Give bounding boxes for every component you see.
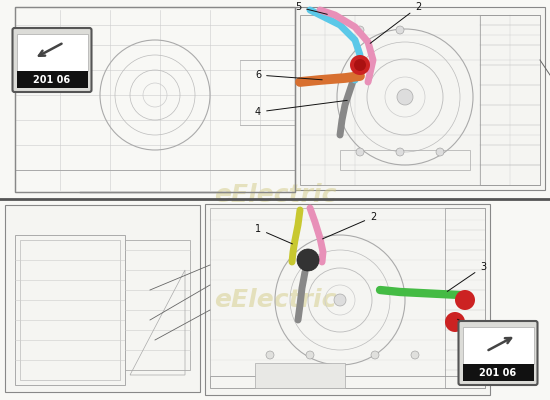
FancyBboxPatch shape bbox=[459, 321, 537, 385]
Bar bbox=[295, 7, 545, 190]
Bar bbox=[340, 150, 470, 170]
Text: 4: 4 bbox=[458, 319, 486, 337]
Bar bbox=[0, 0, 550, 199]
Bar bbox=[205, 204, 490, 395]
Bar bbox=[20, 240, 120, 380]
Circle shape bbox=[266, 351, 274, 359]
Circle shape bbox=[297, 249, 319, 271]
Circle shape bbox=[436, 148, 444, 156]
Bar bbox=[480, 15, 540, 185]
Bar bbox=[0, 199, 550, 400]
Circle shape bbox=[356, 26, 364, 34]
Circle shape bbox=[411, 351, 419, 359]
Bar bbox=[463, 326, 534, 364]
Bar bbox=[445, 208, 485, 388]
Bar bbox=[125, 240, 190, 370]
Bar bbox=[463, 364, 534, 381]
Bar bbox=[5, 205, 200, 392]
Text: 3: 3 bbox=[447, 262, 486, 292]
Bar bbox=[255, 363, 345, 388]
Bar bbox=[240, 60, 295, 125]
Text: eElectric: eElectric bbox=[214, 183, 336, 207]
Text: 201 06: 201 06 bbox=[480, 368, 516, 378]
Text: 6: 6 bbox=[255, 70, 322, 80]
Text: 4: 4 bbox=[255, 100, 347, 117]
Bar bbox=[16, 71, 87, 88]
Circle shape bbox=[354, 59, 366, 71]
Bar bbox=[210, 376, 485, 388]
Circle shape bbox=[445, 312, 465, 332]
Circle shape bbox=[356, 148, 364, 156]
Circle shape bbox=[397, 89, 413, 105]
Bar bbox=[15, 7, 295, 192]
Circle shape bbox=[306, 351, 314, 359]
Text: 2: 2 bbox=[370, 2, 421, 43]
Text: 2: 2 bbox=[322, 212, 376, 239]
Circle shape bbox=[350, 55, 370, 75]
Bar bbox=[15, 7, 295, 192]
Text: 1: 1 bbox=[255, 224, 293, 244]
Text: 5: 5 bbox=[295, 2, 327, 14]
FancyBboxPatch shape bbox=[13, 28, 91, 92]
Text: 201 06: 201 06 bbox=[34, 75, 70, 85]
Circle shape bbox=[371, 351, 379, 359]
Circle shape bbox=[334, 294, 346, 306]
Bar bbox=[15, 235, 125, 385]
Circle shape bbox=[396, 148, 404, 156]
Text: eElectric: eElectric bbox=[214, 288, 336, 312]
Circle shape bbox=[455, 290, 475, 310]
Circle shape bbox=[396, 26, 404, 34]
Bar bbox=[210, 208, 485, 376]
Bar bbox=[300, 15, 540, 185]
Bar bbox=[16, 34, 87, 71]
